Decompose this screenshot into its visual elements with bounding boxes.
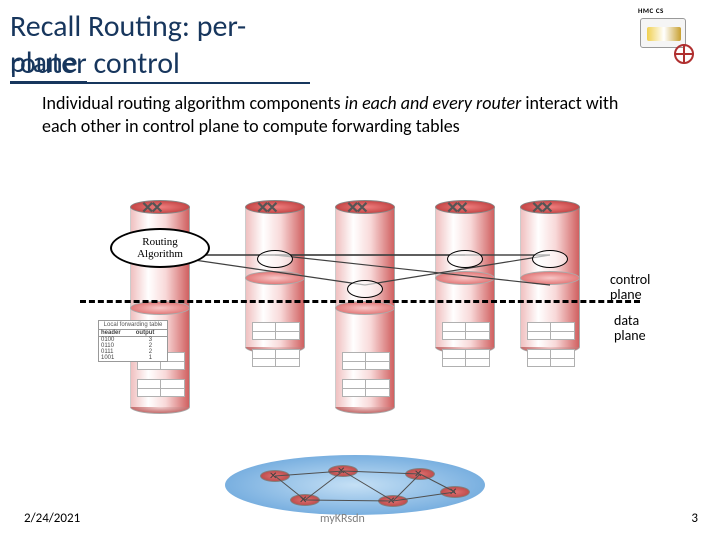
routing-algo-icon bbox=[347, 280, 383, 298]
forwarding-table: Local forwarding table headeroutput01003… bbox=[98, 320, 168, 362]
fwd-table-body: headeroutput01003011020111210011 bbox=[99, 330, 167, 361]
routing-algo-icon bbox=[532, 250, 568, 268]
routing-algo-icon bbox=[447, 250, 483, 268]
routing-algorithm-label: RoutingAlgorithm bbox=[110, 228, 210, 268]
routing-algo-icon bbox=[257, 250, 293, 268]
network-diagram: ✕✕RoutingAlgorithm✕✕✕✕✕✕✕✕ bbox=[90, 200, 630, 510]
fwd-table-title: Local forwarding table bbox=[99, 321, 167, 330]
